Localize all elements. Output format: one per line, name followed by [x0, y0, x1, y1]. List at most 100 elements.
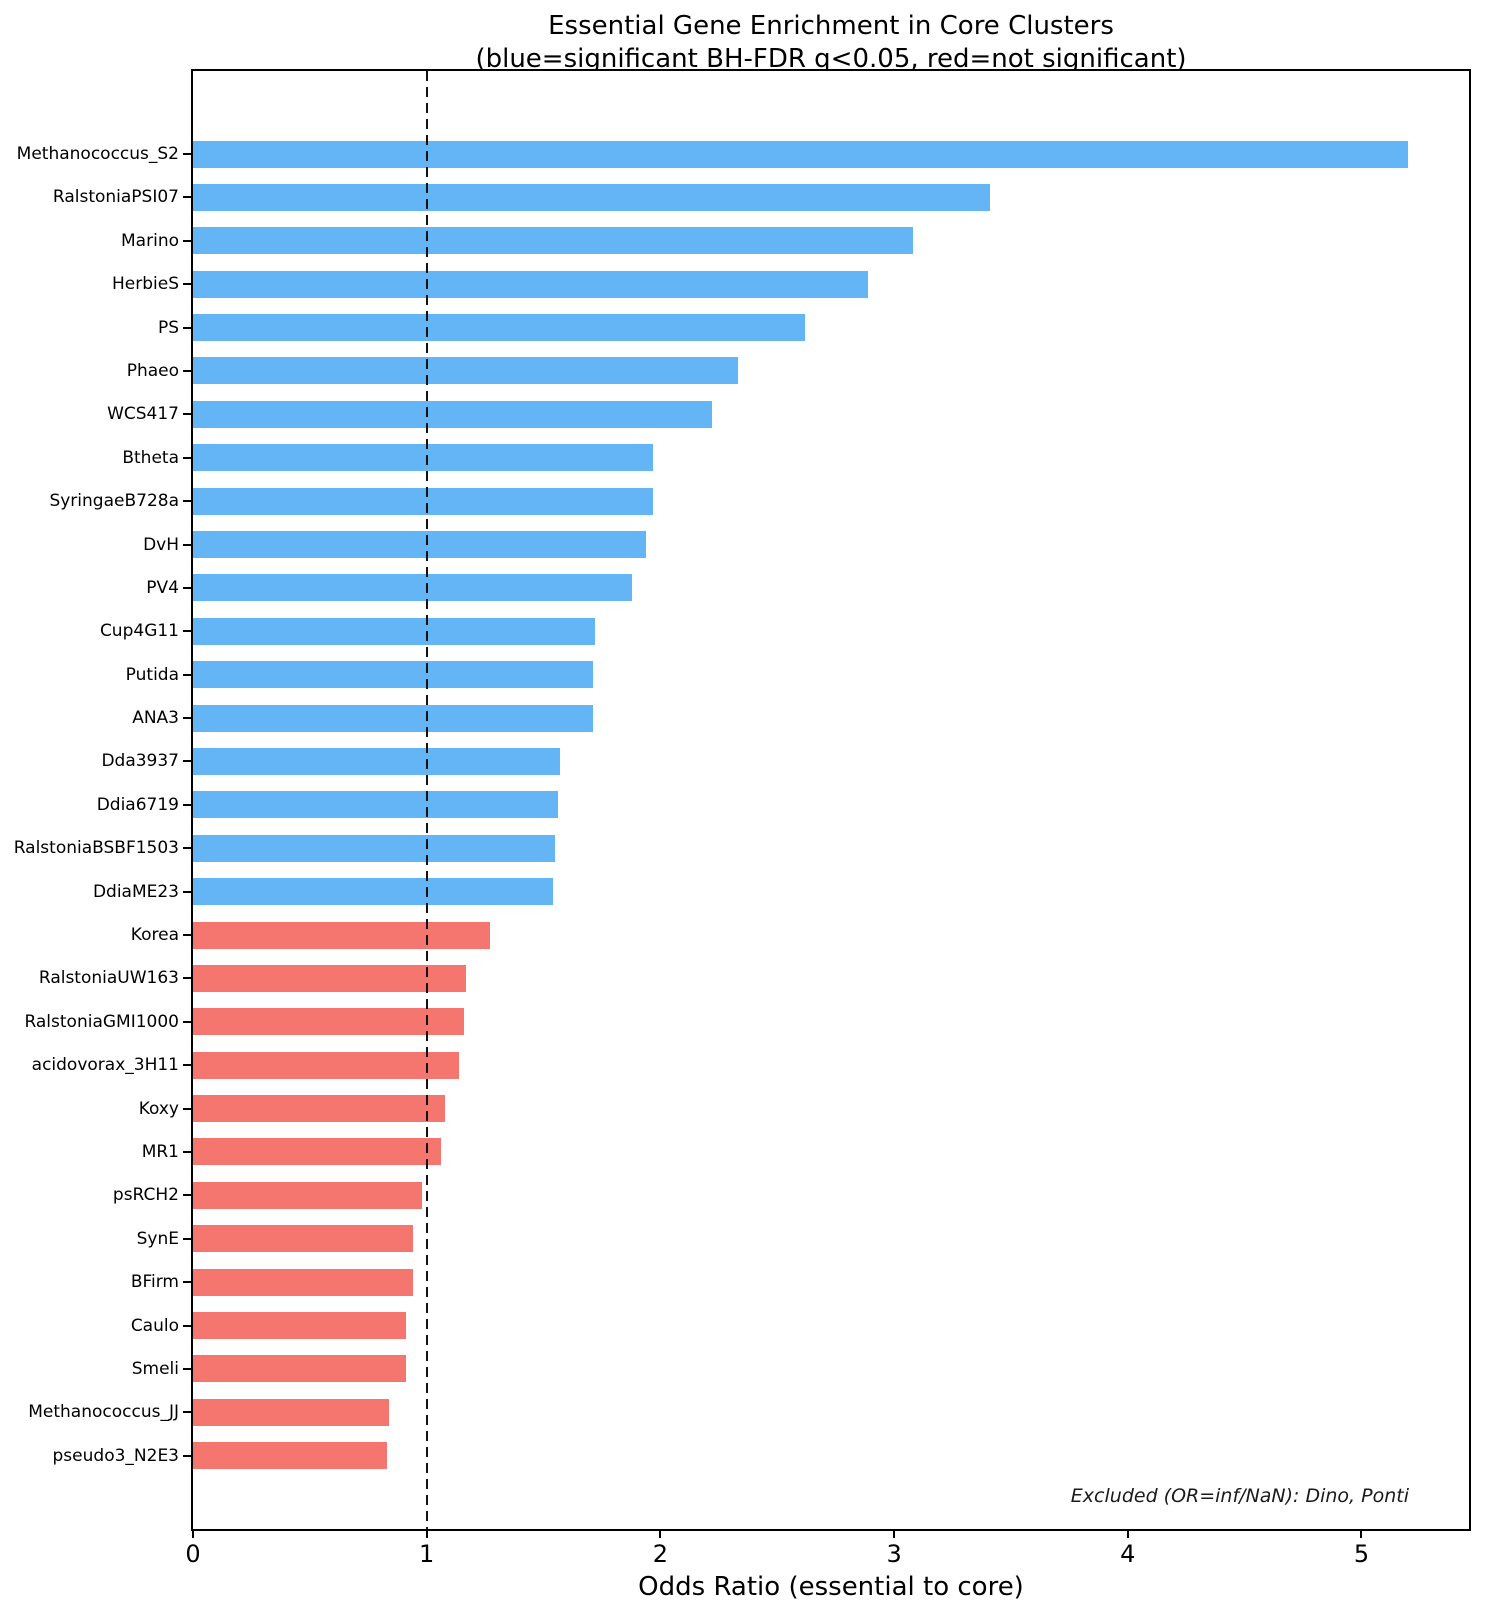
y-tick-label-BFirm: BFirm — [130, 1272, 179, 1293]
y-tick-mark — [183, 283, 191, 286]
y-tick-label-HerbieS: HerbieS — [112, 274, 179, 295]
y-tick-mark — [183, 1020, 191, 1023]
x-tick-label: 5 — [1353, 1540, 1370, 1568]
reference-line-or-1 — [425, 71, 428, 1529]
y-tick-label-Btheta: Btheta — [122, 447, 179, 468]
x-tick-mark — [893, 1529, 896, 1538]
y-tick-mark — [183, 977, 191, 980]
x-tick-label: 3 — [886, 1540, 902, 1568]
y-tick-label-Korea: Korea — [130, 925, 179, 946]
y-tick-label-acidovorax_3H11: acidovorax_3H11 — [31, 1055, 179, 1076]
bar-psRCH2 — [193, 1181, 423, 1209]
y-tick-mark — [183, 1367, 191, 1370]
bar-Caulo — [193, 1312, 406, 1340]
bar-RalstoniaBSBF1503 — [193, 834, 556, 862]
x-tick-mark — [425, 1529, 428, 1538]
y-tick-label-Ddia6719: Ddia6719 — [96, 794, 179, 815]
y-tick-label-DvH: DvH — [143, 534, 179, 555]
y-tick-mark — [183, 1281, 191, 1284]
bar-SynE — [193, 1225, 413, 1253]
y-tick-mark — [183, 760, 191, 763]
y-tick-label-Dda3937: Dda3937 — [101, 751, 179, 772]
bar-DdiaME23 — [193, 878, 553, 906]
bar-Phaeo — [193, 357, 738, 385]
y-tick-label-pseudo3_N2E3: pseudo3_N2E3 — [52, 1445, 179, 1466]
x-tick-mark — [1126, 1529, 1129, 1538]
y-tick-label-ANA3: ANA3 — [132, 708, 179, 729]
y-tick-mark — [183, 1064, 191, 1067]
bar-ANA3 — [193, 704, 593, 732]
bar-Btheta — [193, 444, 654, 472]
plot-area: Excluded (OR=inf/NaN): Dino, Ponti — [191, 69, 1471, 1531]
y-tick-label-Methanococcus_JJ: Methanococcus_JJ — [28, 1402, 179, 1423]
bar-WCS417 — [193, 400, 712, 428]
bar-Marino — [193, 227, 913, 255]
bar-pseudo3_N2E3 — [193, 1442, 387, 1470]
y-tick-mark — [183, 1194, 191, 1197]
y-tick-mark — [183, 673, 191, 676]
chart-title-block: Essential Gene Enrichment in Core Cluste… — [192, 10, 1470, 76]
bar-RalstoniaGMI1000 — [193, 1008, 465, 1036]
bar-Methanococcus_JJ — [193, 1398, 390, 1426]
y-tick-label-MR1: MR1 — [141, 1141, 179, 1162]
y-tick-label-Methanococcus_S2: Methanococcus_S2 — [16, 144, 179, 164]
y-tick-mark — [183, 239, 191, 242]
bar-Smeli — [193, 1355, 406, 1383]
y-tick-mark — [183, 586, 191, 589]
y-tick-label-Smeli: Smeli — [131, 1358, 179, 1379]
x-tick-label: 1 — [419, 1540, 435, 1568]
bar-Koxy — [193, 1095, 446, 1123]
y-tick-mark — [183, 196, 191, 199]
y-tick-label-Phaeo: Phaeo — [126, 360, 179, 381]
bar-MR1 — [193, 1138, 441, 1166]
y-tick-mark — [183, 500, 191, 503]
bar-DvH — [193, 531, 647, 558]
y-tick-label-Putida: Putida — [125, 664, 179, 685]
bar-RalstoniaUW163 — [193, 964, 467, 992]
x-tick-label: 0 — [185, 1540, 201, 1568]
y-tick-label-SyringaeB728a: SyringaeB728a — [49, 491, 179, 512]
y-tick-label-DdiaME23: DdiaME23 — [92, 881, 179, 902]
chart-title: Essential Gene Enrichment in Core Cluste… — [548, 11, 1114, 41]
bar-Korea — [193, 921, 490, 949]
y-tick-label-psRCH2: psRCH2 — [112, 1185, 179, 1206]
y-tick-label-Koxy: Koxy — [138, 1098, 179, 1119]
bar-Methanococcus_S2 — [193, 140, 1409, 168]
y-tick-mark — [183, 1150, 191, 1153]
y-tick-label-PV4: PV4 — [146, 577, 179, 598]
x-tick-label: 4 — [1120, 1540, 1136, 1568]
y-axis-labels: Methanococcus_S2 RalstoniaPSI07 Marino Herb… — [0, 0, 179, 1613]
x-tick-mark — [192, 1529, 194, 1538]
y-tick-mark — [183, 1324, 191, 1327]
x-tick-mark — [659, 1529, 662, 1538]
bar-Putida — [193, 661, 593, 689]
x-axis-label: Odds Ratio (essential to core) — [638, 1572, 1024, 1602]
bar-acidovorax_3H11 — [193, 1051, 460, 1079]
y-tick-mark — [183, 1237, 191, 1240]
y-tick-mark — [183, 413, 191, 416]
y-tick-mark — [183, 934, 191, 937]
bar-RalstoniaPSI07 — [193, 183, 990, 211]
y-tick-mark — [183, 543, 191, 546]
y-tick-label-Marino: Marino — [121, 230, 179, 251]
y-tick-label-Caulo: Caulo — [130, 1315, 179, 1336]
bar-PS — [193, 314, 806, 342]
y-tick-label-Cup4G11: Cup4G11 — [99, 621, 179, 642]
y-tick-mark — [183, 1454, 191, 1457]
y-tick-label-WCS417: WCS417 — [107, 404, 179, 425]
y-tick-mark — [183, 1107, 191, 1110]
y-tick-label-SynE: SynE — [136, 1228, 179, 1249]
bar-SyringaeB728a — [193, 487, 654, 515]
x-tick-mark — [1360, 1529, 1363, 1538]
y-tick-mark — [183, 803, 191, 806]
bar-Cup4G11 — [193, 617, 595, 645]
y-tick-mark — [183, 153, 191, 155]
y-tick-label-RalstoniaBSBF1503: RalstoniaBSBF1503 — [13, 838, 179, 859]
y-tick-label-PS: PS — [157, 317, 179, 338]
bar-Ddia6719 — [193, 791, 558, 819]
y-tick-mark — [183, 717, 191, 720]
bar-PV4 — [193, 574, 633, 602]
y-tick-mark — [183, 369, 191, 372]
y-tick-mark — [183, 326, 191, 329]
excluded-note: Excluded (OR=inf/NaN): Dino, Ponti — [1070, 1485, 1409, 1507]
